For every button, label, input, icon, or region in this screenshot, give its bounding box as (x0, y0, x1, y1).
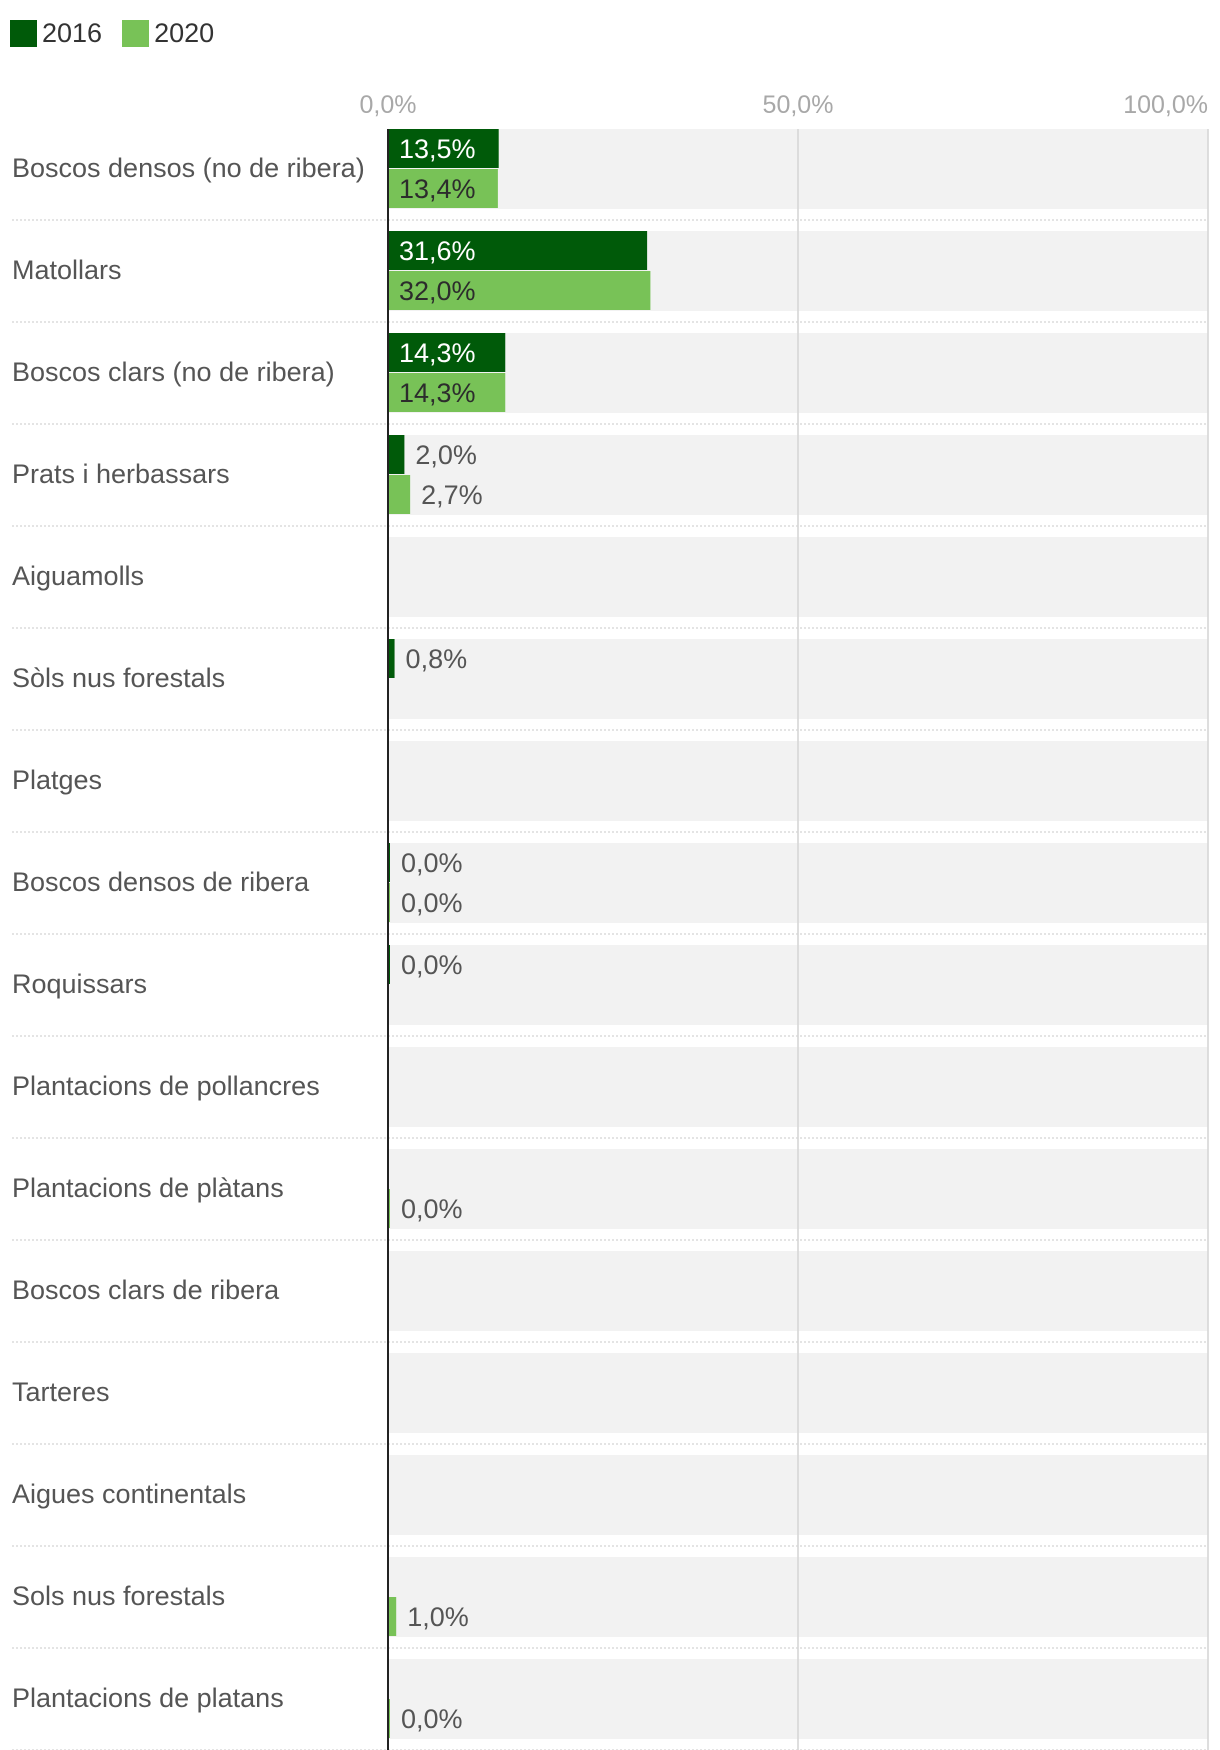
bar-value-label: 2,7% (421, 480, 483, 510)
bar-2020 (388, 475, 411, 514)
category-label: Sòls nus forestals (12, 663, 225, 693)
bar-value-label: 0,0% (401, 848, 463, 878)
bar-2016 (388, 231, 648, 270)
category-label: Boscos densos (no de ribera) (12, 153, 365, 183)
category-label: Plantacions de pollancres (12, 1071, 320, 1101)
bar-value-label: 14,3% (399, 378, 476, 408)
bar-value-label: 0,0% (401, 950, 463, 980)
bar-value-label: 2,0% (415, 440, 477, 470)
category-label: Roquissars (12, 969, 147, 999)
legend-label-2016: 2016 (42, 18, 103, 48)
bar-2016 (388, 639, 395, 678)
bar-value-label: 0,0% (401, 1194, 463, 1224)
category-label: Prats i herbassars (12, 459, 230, 489)
category-label: Boscos clars de ribera (12, 1275, 280, 1305)
bar-2020 (388, 271, 651, 310)
category-label: Aiguamolls (12, 561, 144, 591)
category-label: Boscos densos de ribera (12, 867, 310, 897)
category-label: Plantacions de platans (12, 1683, 284, 1713)
category-label: Tarteres (12, 1377, 110, 1407)
legend-item-2020: 2020 (122, 18, 214, 49)
bar-2020 (388, 1597, 397, 1636)
legend-swatch-2016 (10, 20, 37, 47)
tick-label: 100,0% (1123, 91, 1208, 119)
bar-2020 (388, 169, 498, 208)
category-label: Matollars (12, 255, 122, 285)
legend-label-2020: 2020 (154, 18, 215, 48)
bar-2016 (388, 435, 405, 474)
bar-value-label: 13,5% (399, 134, 476, 164)
legend-item-2016: 2016 (10, 18, 102, 49)
bar-value-label: 14,3% (399, 338, 476, 368)
bar-value-label: 0,0% (401, 888, 463, 918)
tick-label: 50,0% (763, 91, 834, 119)
bar-value-label: 31,6% (399, 236, 476, 266)
bar-value-label: 32,0% (399, 276, 476, 306)
bar-value-label: 1,0% (407, 1602, 469, 1632)
category-label: Boscos clars (no de ribera) (12, 357, 335, 387)
bar-2020 (388, 373, 506, 412)
category-label: Sols nus forestals (12, 1581, 225, 1611)
legend: 2016 2020 (10, 18, 234, 49)
category-label: Aigues continentals (12, 1479, 246, 1509)
bar-value-label: 0,8% (406, 644, 468, 674)
tick-label: 0,0% (360, 91, 417, 119)
category-label: Plantacions de plàtans (12, 1173, 284, 1203)
bar-2016 (388, 333, 506, 372)
bar-2016 (388, 129, 499, 168)
legend-swatch-2020 (122, 20, 150, 47)
bar-value-label: 0,0% (401, 1704, 463, 1734)
bar-value-label: 13,4% (399, 174, 476, 204)
category-label: Platges (12, 765, 102, 795)
